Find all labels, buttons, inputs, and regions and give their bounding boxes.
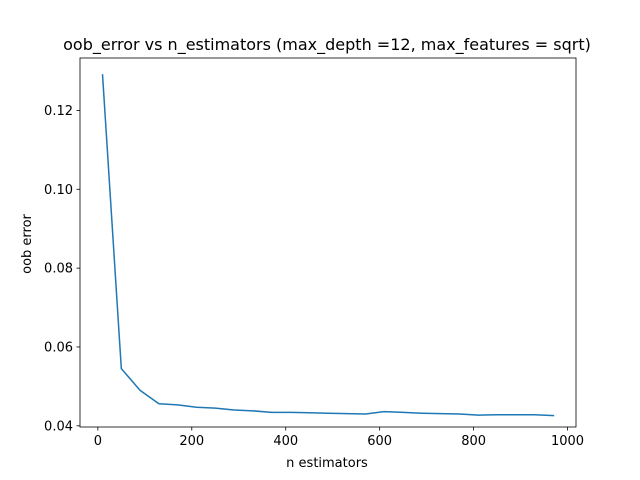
chart-title: oob_error vs n_estimators (max_depth =12… (63, 35, 591, 55)
y-tick-label: 0.12 (44, 104, 73, 119)
x-tick-label: 1000 (551, 434, 584, 449)
y-axis-label: oob error (20, 213, 35, 273)
x-tick-label: 0 (94, 434, 102, 449)
plot-area: 0 200 400 600 800 1000 0.04 0.06 0.08 0.10 0.12 (44, 57, 584, 449)
y-tick-label: 0.08 (44, 262, 73, 277)
x-axis-label: n estimators (286, 456, 368, 471)
series-line-0 (101, 74, 555, 417)
y-tick-label: 0.06 (44, 340, 73, 355)
x-tick-label: 800 (461, 434, 486, 449)
y-tick-label: 0.10 (44, 183, 73, 198)
x-tick-label: 600 (367, 434, 392, 449)
y-tick-label: 0.04 (44, 419, 73, 434)
x-tick-label: 200 (179, 434, 204, 449)
axes-frame (79, 57, 577, 428)
x-tick-label: 400 (273, 434, 298, 449)
